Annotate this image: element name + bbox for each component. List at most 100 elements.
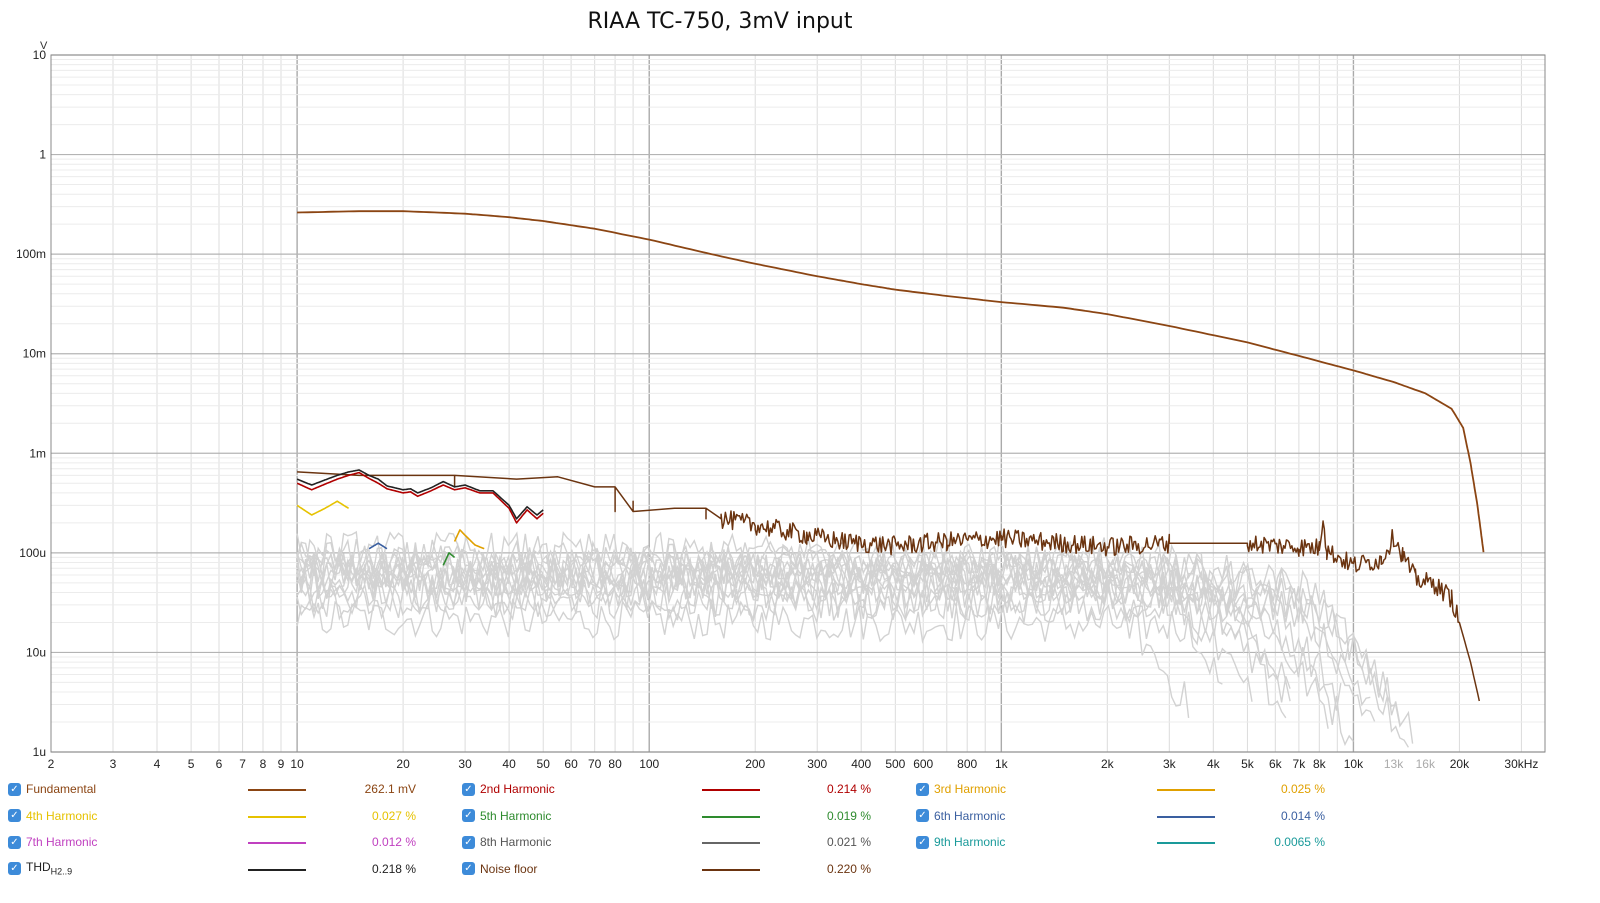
checkbox[interactable]: ✓ [462, 782, 475, 796]
legend-item-9th-harmonic[interactable]: ✓ 9th Harmonic [916, 832, 1005, 852]
legend-label-subscript: H2..9 [50, 866, 73, 877]
x-tick-label: 400 [851, 757, 871, 771]
x-tick-label: 200 [745, 757, 765, 771]
legend-item-2nd-harmonic[interactable]: ✓ 2nd Harmonic [462, 779, 555, 799]
background-curve [296, 551, 1371, 707]
x-tick-label: 60 [564, 757, 578, 771]
legend-value: 0.027 % [371, 808, 416, 823]
legend-item-7th-harmonic[interactable]: ✓ 7th Harmonic [8, 832, 97, 852]
x-tick-label: 5 [188, 757, 195, 771]
y-tick-label: 1m [29, 446, 46, 460]
y-tick-label: 10m [23, 347, 46, 361]
legend-swatch [702, 842, 760, 844]
chart-title: RIAA TC-750, 3mV input [588, 9, 853, 34]
legend-item-3rd-harmonic[interactable]: ✓ 3rd Harmonic [916, 779, 1006, 799]
y-tick-label: 10u [26, 645, 46, 659]
checkbox[interactable]: ✓ [8, 809, 21, 822]
x-tick-label: 5k [1241, 757, 1255, 771]
x-tick-label: 50 [537, 757, 551, 771]
legend-swatch [702, 789, 760, 791]
x-tick-label: 13k [1384, 757, 1404, 771]
legend-label: 4th Harmonic [26, 808, 98, 823]
legend-value: 0.019 % [826, 808, 871, 823]
x-tick-label: 70 [588, 757, 602, 771]
x-tick-label: 2 [48, 757, 55, 771]
legend: ✓ Fundamental 262.1 mV ✓ 2nd Harmonic 0.214 %… [0, 776, 1600, 903]
legend-item-6th-harmonic[interactable]: ✓ 6th Harmonic [916, 806, 1005, 826]
checkbox[interactable]: ✓ [8, 862, 21, 875]
x-tick-label: 4k [1207, 757, 1221, 771]
y-axis-unit: V [40, 40, 48, 52]
legend-item-5th-harmonic[interactable]: ✓ 5th Harmonic [462, 806, 551, 826]
legend-value: 262.1 mV [364, 782, 416, 796]
background-curve [296, 546, 1342, 711]
legend-label: 7th Harmonic [26, 835, 98, 849]
legend-value: 0.220 % [826, 861, 871, 876]
legend-item-noise-floor[interactable]: ✓ Noise floor [462, 859, 537, 879]
checkbox[interactable]: ✓ [916, 809, 929, 822]
legend-value: 0.012 % [371, 835, 416, 849]
checkbox[interactable]: ✓ [8, 782, 21, 796]
legend-item-fundamental[interactable]: ✓ Fundamental [8, 779, 96, 799]
legend-swatch [248, 842, 306, 844]
x-tick-label: 16k [1416, 757, 1436, 771]
y-tick-label: 1 [39, 148, 46, 162]
x-tick-label: 800 [957, 757, 977, 771]
x-tick-label: 8 [260, 757, 267, 771]
legend-swatch [1157, 842, 1215, 844]
x-tick-label: 8k [1313, 757, 1327, 771]
background-harmonic-curves [296, 530, 1414, 748]
x-tick-label: 2k [1101, 757, 1115, 771]
x-tick-label: 3 [110, 757, 117, 771]
checkbox[interactable]: ✓ [916, 835, 929, 849]
x-tick-label: 600 [913, 757, 933, 771]
x-tick-label: 1k [995, 757, 1009, 771]
series-line-fundamental [297, 210, 1485, 553]
x-tick-label: 100 [639, 757, 659, 771]
series-line-2nd-harmonic [296, 471, 544, 524]
series-line-thd-h2-9 [296, 469, 544, 520]
background-curve [296, 579, 1410, 748]
grid [50, 54, 1545, 753]
checkbox[interactable]: ✓ [462, 835, 475, 849]
series-line-3rd-harmonic [453, 529, 485, 550]
x-tick-label: 7 [239, 757, 246, 771]
series-line-4th-harmonic [296, 500, 350, 516]
x-tick-label: 20 [396, 757, 410, 771]
series-line-6th-harmonic [368, 542, 388, 550]
series-line-noise-floor [297, 471, 1481, 702]
legend-label: 6th Harmonic [934, 808, 1006, 823]
background-curve [296, 577, 1414, 744]
legend-item-thd[interactable]: ✓ THDH2..9 [8, 859, 72, 879]
legend-swatch [1157, 789, 1215, 791]
y-tick-label: 100m [16, 247, 46, 261]
legend-swatch [248, 868, 306, 871]
legend-swatch [702, 815, 760, 818]
legend-swatch [248, 789, 306, 791]
chart: RIAA TC-750, 3mV input V 2 3 4 5 6 7 8 9 10 20 30 4… [16, 9, 1546, 771]
x-tick-label: 4 [154, 757, 161, 771]
background-curve [296, 597, 1354, 747]
series-line-5th-harmonic [442, 552, 456, 566]
x-tick-label: 10 [290, 757, 304, 771]
checkbox[interactable]: ✓ [916, 782, 929, 796]
legend-label: 2nd Harmonic [480, 782, 555, 796]
legend-value: 0.0065 % [1274, 835, 1325, 849]
legend-label: Noise floor [480, 861, 538, 876]
x-tick-label: 6 [216, 757, 223, 771]
legend-item-8th-harmonic[interactable]: ✓ 8th Harmonic [462, 832, 551, 852]
x-tick-label: 300 [807, 757, 827, 771]
axis-tick-labels: 2 3 4 5 6 7 8 9 10 20 30 40 50 60 70 80 100 200 300 400 500 6… [16, 48, 1538, 771]
plot-frame [50, 54, 1546, 753]
legend-item-4th-harmonic[interactable]: ✓ 4th Harmonic [8, 806, 97, 826]
legend-label: 8th Harmonic [480, 835, 552, 849]
x-tick-label: 30kHz [1504, 757, 1538, 771]
checkbox[interactable]: ✓ [462, 862, 475, 875]
x-tick-label: 7k [1293, 757, 1307, 771]
legend-value: 0.014 % [1280, 808, 1325, 823]
legend-swatch [248, 815, 306, 818]
x-tick-label: 9 [278, 757, 285, 771]
checkbox[interactable]: ✓ [462, 809, 475, 822]
y-tick-label: 100u [19, 546, 46, 560]
checkbox[interactable]: ✓ [8, 835, 21, 849]
